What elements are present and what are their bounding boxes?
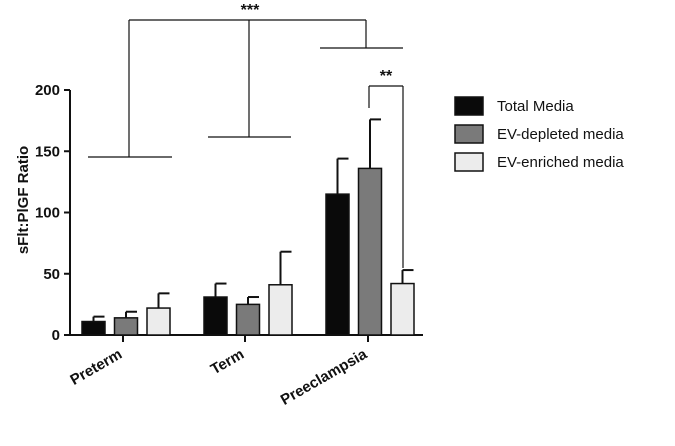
y-tick-label: 150 (35, 143, 60, 160)
bar-0-2 (146, 307, 171, 336)
bar-1-1 (235, 303, 261, 336)
legend-swatch-1 (454, 124, 484, 144)
bar-0-1 (113, 317, 139, 336)
legend-swatch-2 (454, 152, 484, 172)
bar-0-0 (81, 320, 106, 336)
x-tick-label-preterm: Preterm (67, 346, 125, 389)
y-axis-label: sFlt:PlGF Ratio (15, 146, 32, 254)
y-tick-label: 100 (35, 205, 60, 222)
bar-2-2 (390, 282, 415, 336)
y-tick-label: 200 (35, 82, 60, 99)
bar-1-0 (203, 296, 228, 336)
bar-1-2 (268, 284, 293, 336)
legend-label-1: EV-depleted media (497, 126, 624, 143)
significance-label-pe: ** (380, 68, 393, 85)
significance-label-groups: *** (241, 2, 260, 19)
bar-2-1 (357, 167, 383, 336)
legend-label-2: EV-enriched media (497, 154, 624, 171)
bar-2-0 (325, 193, 350, 336)
legend: Total Media EV-depleted media EV-enriched … (454, 96, 624, 172)
x-tick-label-preeclampsia: Preeclampsia (278, 345, 371, 408)
legend-swatch-0 (454, 96, 484, 116)
x-tick-label-term: Term (208, 346, 247, 379)
y-tick-label: 50 (43, 266, 60, 283)
y-tick-label: 0 (52, 327, 60, 344)
legend-label-0: Total Media (497, 98, 574, 115)
